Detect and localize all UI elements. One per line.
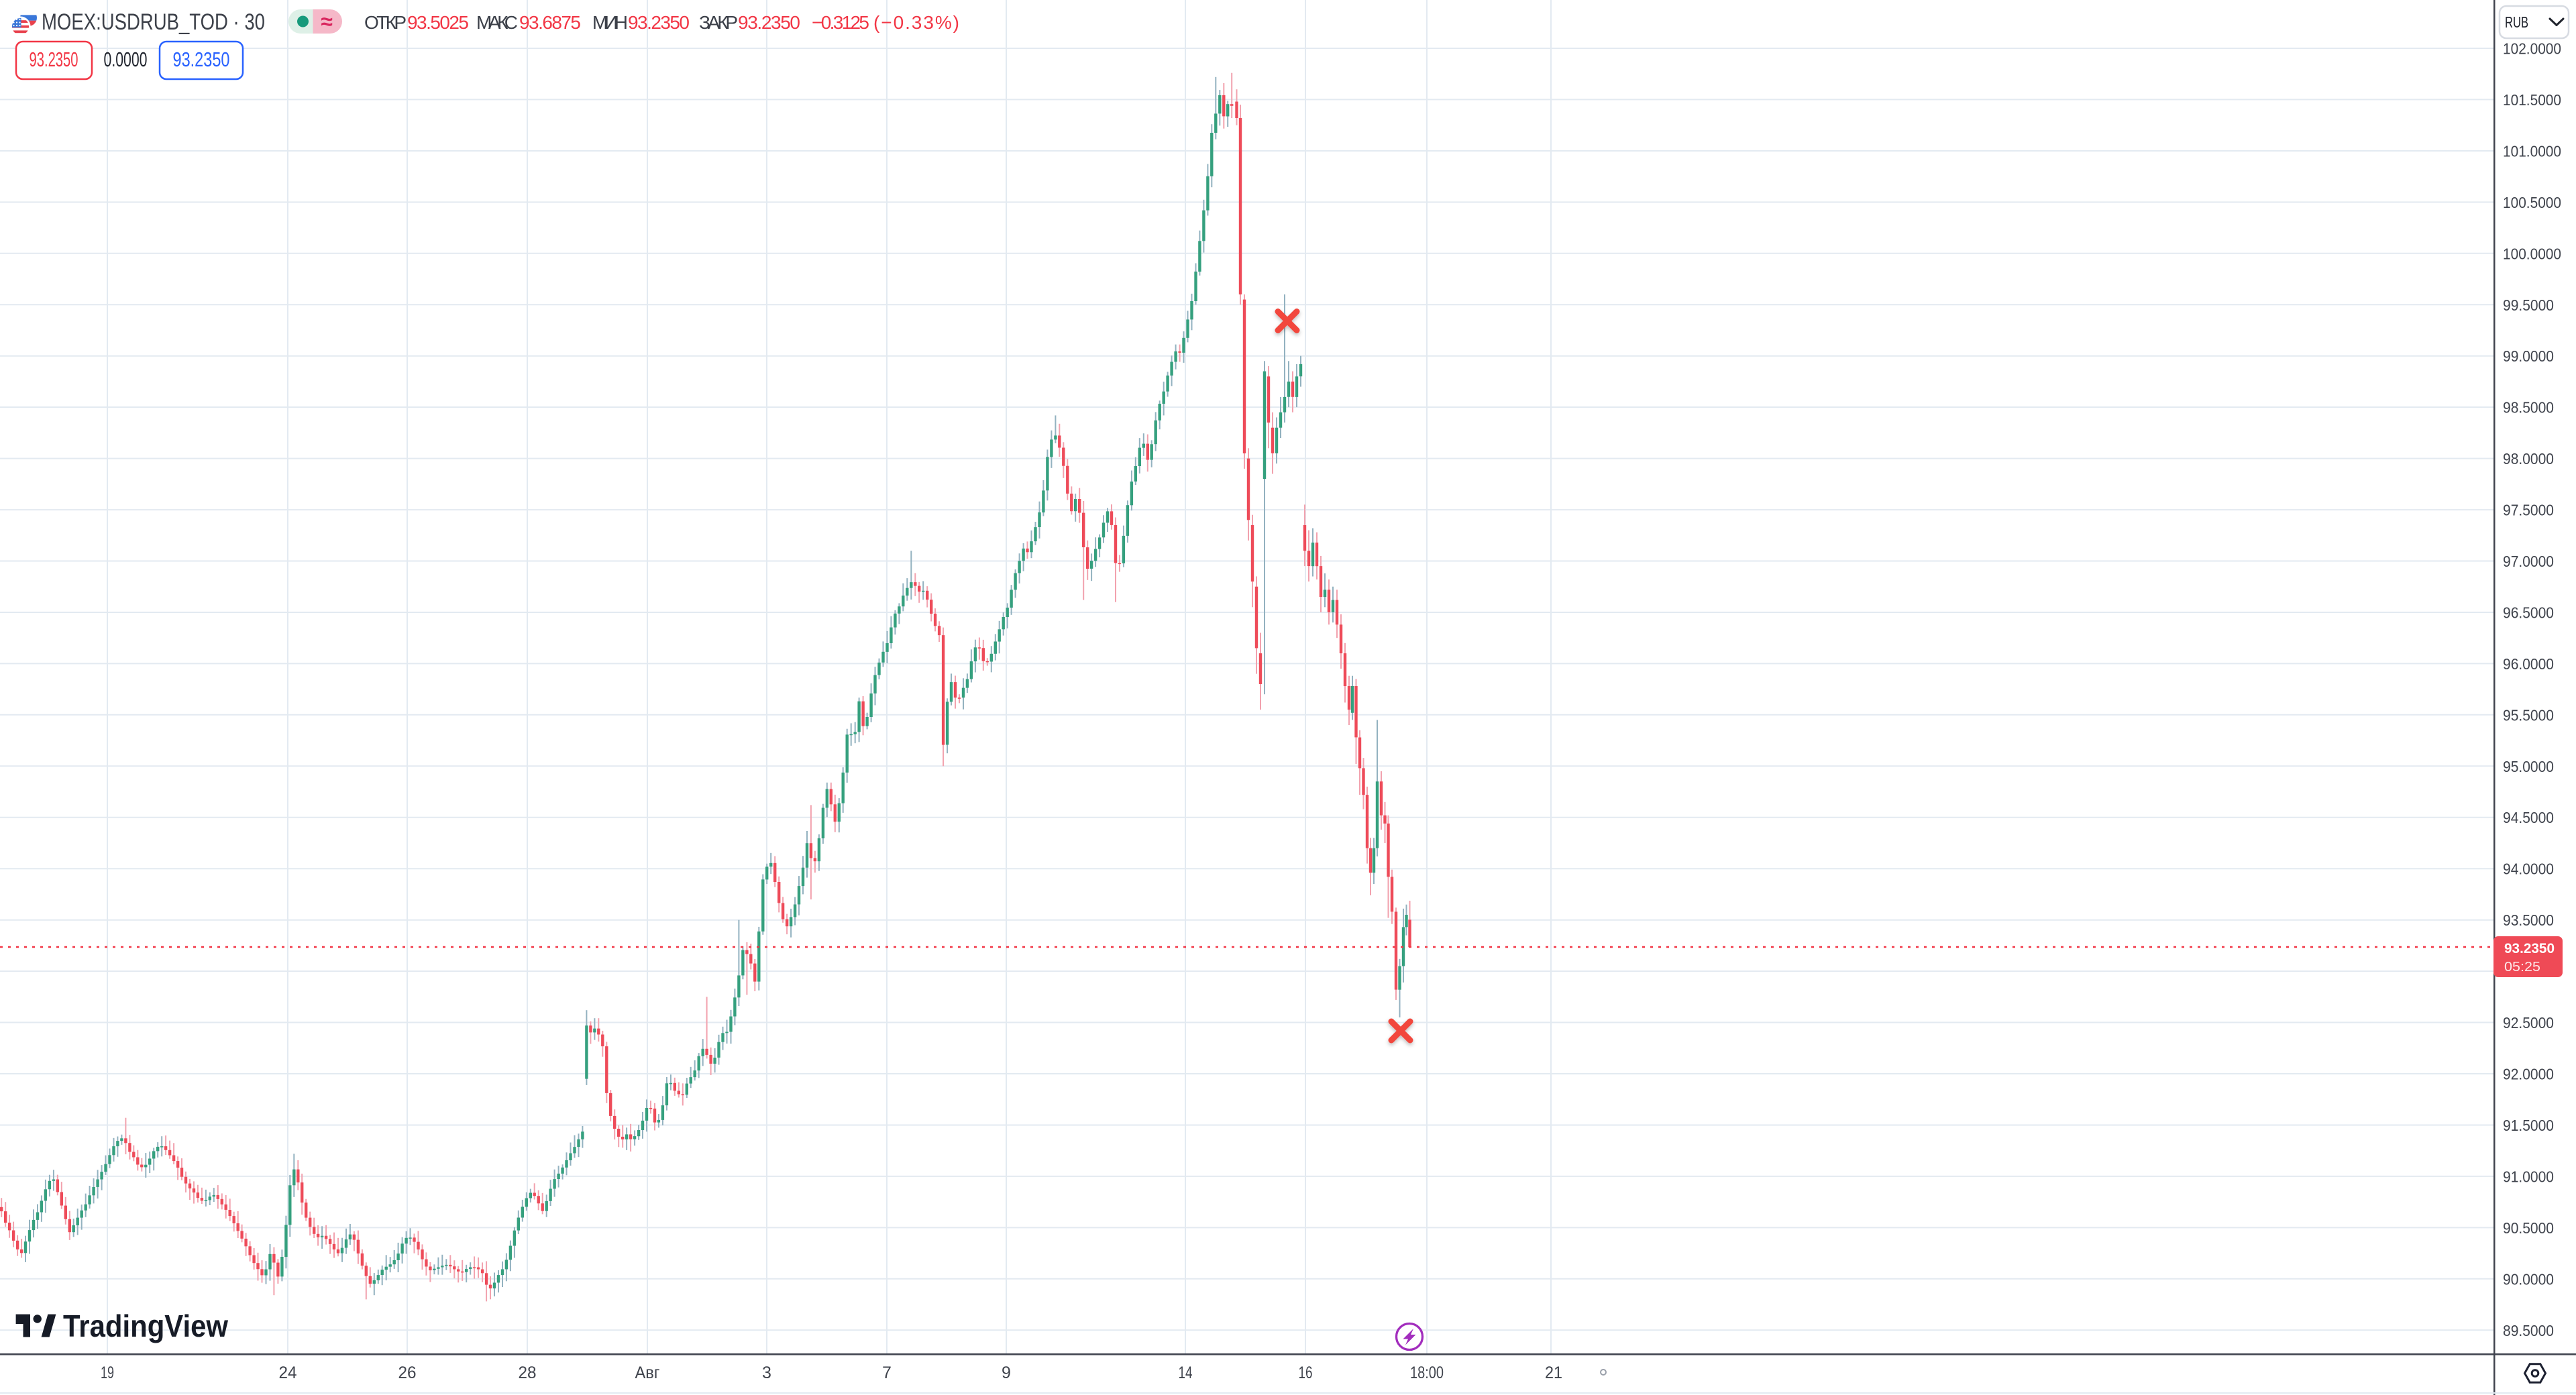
svg-text:7: 7 (882, 1363, 892, 1382)
svg-text:91.0000: 91.0000 (2503, 1168, 2554, 1185)
svg-text:93.2350: 93.2350 (30, 48, 78, 71)
svg-text:−0.3125: −0.3125 (812, 12, 869, 33)
svg-text:3: 3 (762, 1363, 771, 1382)
svg-text:93.5000: 93.5000 (2503, 911, 2554, 929)
svg-text:93.2350: 93.2350 (738, 12, 800, 33)
svg-text:0.0000: 0.0000 (104, 48, 148, 71)
svg-text:9: 9 (1002, 1363, 1011, 1382)
svg-text:28: 28 (519, 1363, 537, 1382)
svg-text:14: 14 (1179, 1363, 1193, 1382)
svg-text:99.0000: 99.0000 (2503, 347, 2554, 365)
svg-text:(−0.33%): (−0.33%) (873, 12, 959, 33)
svg-text:≈: ≈ (321, 9, 333, 34)
svg-text:93.2350: 93.2350 (628, 12, 690, 33)
svg-text:97.5000: 97.5000 (2503, 502, 2554, 519)
svg-text:96.5000: 96.5000 (2503, 604, 2554, 622)
svg-text:90.5000: 90.5000 (2503, 1219, 2554, 1237)
svg-text:94.5000: 94.5000 (2503, 809, 2554, 826)
svg-text:89.5000: 89.5000 (2503, 1322, 2554, 1339)
svg-text:95.5000: 95.5000 (2503, 706, 2554, 724)
svg-text:94.0000: 94.0000 (2503, 860, 2554, 878)
svg-text:93.2350: 93.2350 (2504, 941, 2555, 956)
svg-text:90.0000: 90.0000 (2503, 1270, 2554, 1288)
svg-text:102.0000: 102.0000 (2503, 40, 2561, 58)
svg-text:ЗАКР: ЗАКР (699, 12, 738, 33)
svg-text:MOEX:USDRUB_TOD · 30: MOEX:USDRUB_TOD · 30 (42, 9, 265, 35)
svg-text:21: 21 (1545, 1363, 1562, 1382)
svg-text:18:00: 18:00 (1410, 1363, 1444, 1382)
svg-text:92.5000: 92.5000 (2503, 1014, 2554, 1031)
svg-text:24: 24 (279, 1363, 297, 1382)
svg-text:16: 16 (1299, 1363, 1313, 1382)
svg-text:92.0000: 92.0000 (2503, 1066, 2554, 1083)
svg-text:99.5000: 99.5000 (2503, 296, 2554, 314)
svg-text:ОТКР: ОТКР (364, 12, 407, 33)
svg-text:98.5000: 98.5000 (2503, 399, 2554, 416)
svg-text:RUB: RUB (2505, 13, 2528, 31)
svg-text:97.0000: 97.0000 (2503, 553, 2554, 570)
svg-text:МИН: МИН (592, 12, 628, 33)
svg-text:26: 26 (398, 1363, 417, 1382)
svg-text:Авг: Авг (635, 1363, 660, 1382)
svg-text:91.5000: 91.5000 (2503, 1117, 2554, 1134)
svg-text:19: 19 (101, 1363, 114, 1382)
svg-text:МАКС: МАКС (476, 12, 518, 33)
svg-text:101.0000: 101.0000 (2503, 142, 2561, 160)
svg-text:95.0000: 95.0000 (2503, 758, 2554, 775)
svg-text:100.0000: 100.0000 (2503, 245, 2561, 262)
svg-text:93.2350: 93.2350 (173, 48, 230, 71)
svg-text:05:25: 05:25 (2504, 960, 2540, 974)
svg-text:93.5025: 93.5025 (407, 12, 469, 33)
svg-text:TradingView: TradingView (63, 1308, 228, 1343)
svg-text:100.5000: 100.5000 (2503, 194, 2561, 211)
svg-text:96.0000: 96.0000 (2503, 655, 2554, 673)
svg-text:101.5000: 101.5000 (2503, 91, 2561, 109)
svg-text:93.6875: 93.6875 (519, 12, 581, 33)
svg-text:98.0000: 98.0000 (2503, 450, 2554, 467)
